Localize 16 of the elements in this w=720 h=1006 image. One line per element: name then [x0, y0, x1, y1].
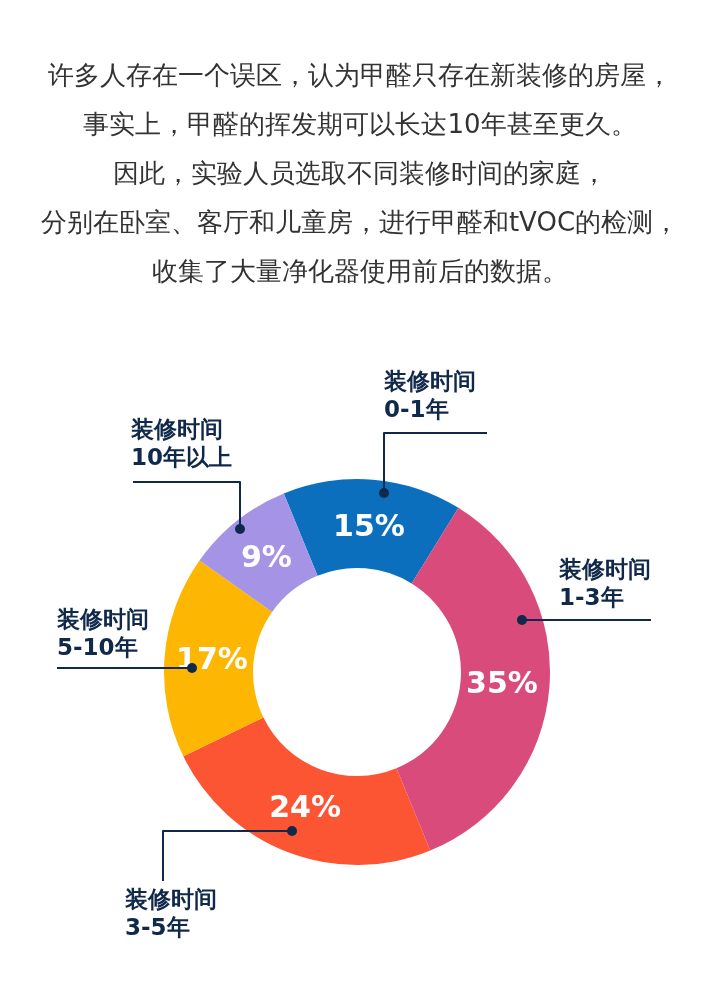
- data-label: 24%: [269, 788, 341, 824]
- slice-label: 装修时间 0-1年: [383, 368, 476, 422]
- data-label: 15%: [333, 507, 405, 543]
- text: 分别在卧室、客厅和儿童房，进行甲醛和tVOC的检测，: [40, 207, 680, 237]
- slice-label: 装修时间 10年以上: [130, 416, 233, 470]
- text: 因此，实验人员选取不同装修时间的家庭，: [113, 158, 607, 188]
- donut-slice: [183, 717, 431, 865]
- donut-slice: [199, 493, 318, 612]
- data-label: 9%: [240, 539, 292, 575]
- data-label: 35%: [466, 664, 538, 700]
- text: 事实上，甲醛的挥发期可以长达10年甚至更久。: [83, 109, 637, 139]
- text: 许多人存在一个误区，认为甲醛只存在新装修的房屋，: [48, 60, 672, 90]
- slice-label: 装修时间 1-3年: [558, 556, 651, 610]
- slice-label: 装修时间 5-10年: [56, 606, 149, 660]
- text: 收集了大量净化器使用前后的数据。: [152, 256, 568, 286]
- slice-label: 装修时间 3-5年: [124, 886, 217, 940]
